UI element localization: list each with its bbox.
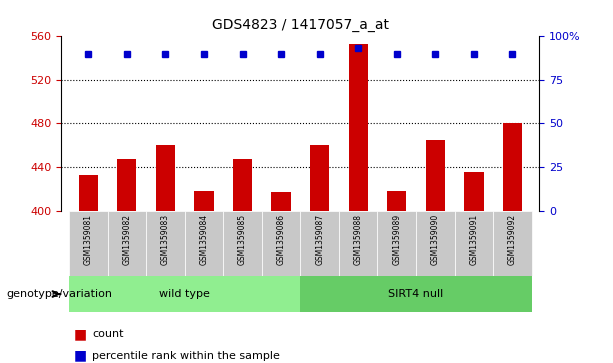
Bar [503,123,522,211]
Bar [117,159,137,211]
Bar [69,276,300,312]
Bar [69,211,107,276]
Text: GSM1359085: GSM1359085 [238,214,247,265]
Bar [349,44,368,211]
Bar [146,211,185,276]
Text: count: count [92,329,123,339]
Text: wild type: wild type [159,289,210,299]
Text: percentile rank within the sample: percentile rank within the sample [92,351,280,361]
Bar [387,191,406,211]
Bar [107,211,146,276]
Text: GSM1359088: GSM1359088 [354,214,363,265]
Bar [233,159,252,211]
Bar [300,276,531,312]
Bar [272,192,291,211]
Bar [339,211,378,276]
Bar [223,211,262,276]
Text: GSM1359090: GSM1359090 [431,214,440,265]
Text: GSM1359083: GSM1359083 [161,214,170,265]
Bar [300,211,339,276]
Bar [464,172,484,211]
Bar [78,175,98,211]
Title: GDS4823 / 1417057_a_at: GDS4823 / 1417057_a_at [212,19,389,33]
Text: GSM1359084: GSM1359084 [199,214,208,265]
Bar [194,191,213,211]
Bar [156,145,175,211]
Text: ■: ■ [74,349,86,363]
Bar [455,211,493,276]
Text: GSM1359082: GSM1359082 [123,214,131,265]
Text: GSM1359092: GSM1359092 [508,214,517,265]
Bar [262,211,300,276]
Text: GSM1359086: GSM1359086 [276,214,286,265]
Text: GSM1359089: GSM1359089 [392,214,402,265]
Bar [378,211,416,276]
Text: ■: ■ [74,327,86,341]
Text: SIRT4 null: SIRT4 null [389,289,444,299]
Bar [310,145,329,211]
Bar [185,211,223,276]
Bar [425,140,445,211]
Bar [493,211,531,276]
Text: GSM1359091: GSM1359091 [470,214,478,265]
Text: GSM1359081: GSM1359081 [84,214,93,265]
Text: genotype/variation: genotype/variation [6,289,112,299]
Bar [416,211,455,276]
Text: GSM1359087: GSM1359087 [315,214,324,265]
